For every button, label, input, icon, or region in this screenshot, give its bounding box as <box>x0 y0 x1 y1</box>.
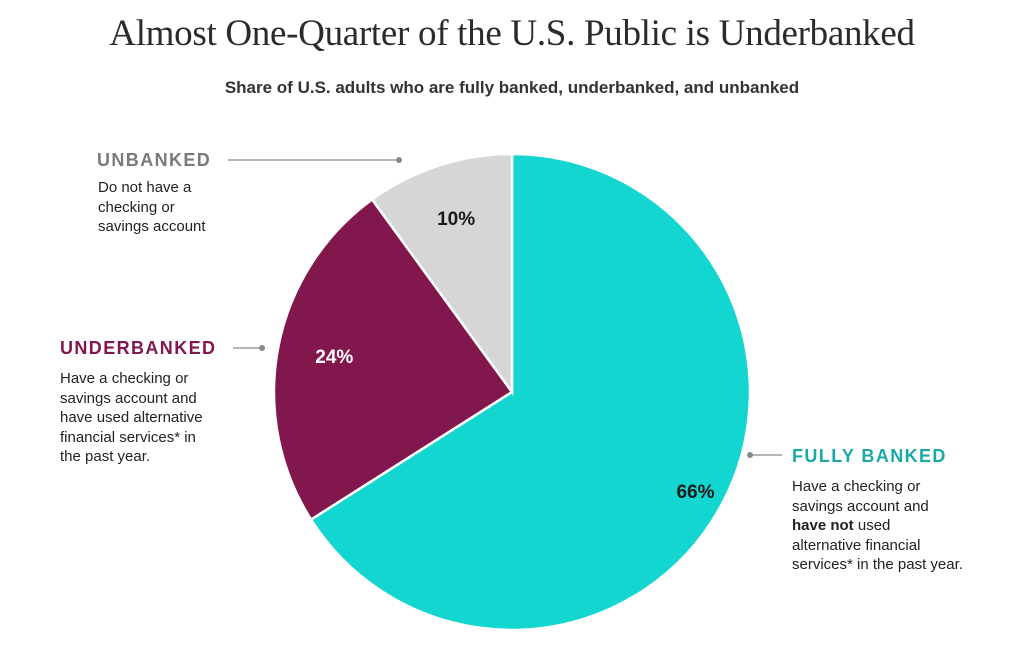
fully-banked-description: Have a checking or savings account and h… <box>792 478 963 573</box>
leader-dot-underbanked <box>259 345 265 351</box>
underbanked-description: Have a checking or savings account and h… <box>60 370 203 465</box>
pie-slice-fully-banked <box>309 152 752 632</box>
underbanked-title: UNDERBANKED <box>60 338 217 358</box>
value-labels: 66% 24% 10% <box>315 209 714 503</box>
chart-title: Almost One-Quarter of the U.S. Public is… <box>109 13 915 54</box>
pie-slice-underbanked <box>272 197 514 522</box>
leader-dot-fully-banked <box>747 452 753 458</box>
leader-lines <box>228 157 782 458</box>
unbanked-title: UNBANKED <box>97 150 212 170</box>
pie-slice-unbanked <box>370 152 514 396</box>
value-label-fully-banked: 66% <box>676 482 714 503</box>
fully-banked-title: FULLY BANKED <box>792 446 947 466</box>
chart-subtitle: Share of U.S. adults who are fully banke… <box>224 78 800 97</box>
pie-slices <box>272 152 752 632</box>
value-label-underbanked: 24% <box>315 347 353 368</box>
leader-dot-unbanked <box>396 157 402 163</box>
value-label-unbanked: 10% <box>437 209 475 230</box>
unbanked-description: Do not have a checking or savings accoun… <box>98 179 206 235</box>
